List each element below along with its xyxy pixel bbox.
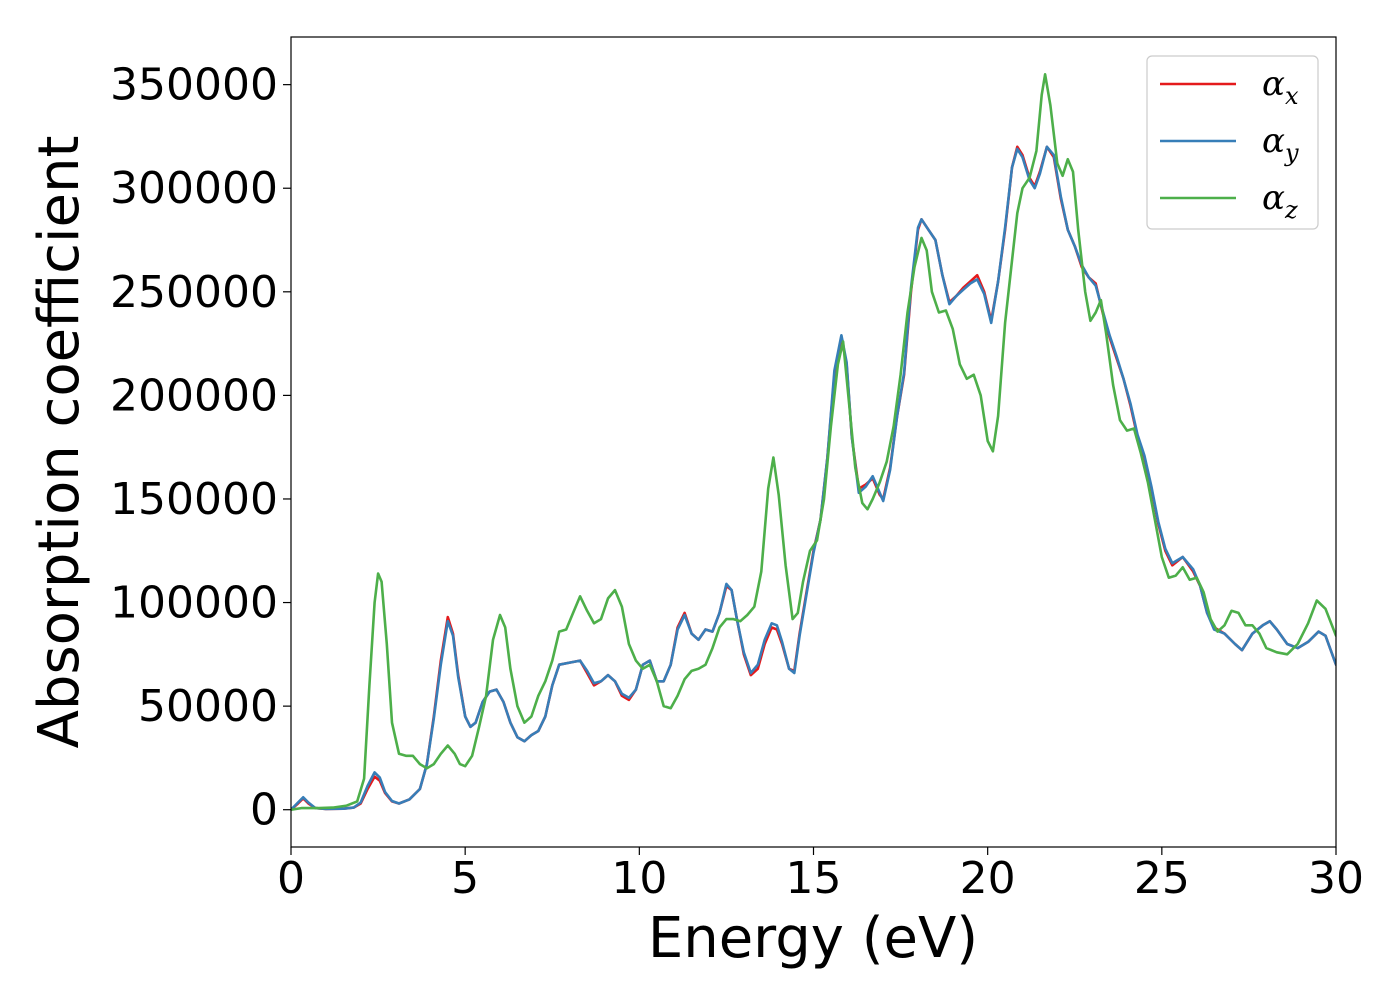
legend-label-x: αx bbox=[1262, 64, 1299, 110]
legend-label-subscript: y bbox=[1284, 139, 1299, 167]
x-axis: 0 5 10 15 20 25 30 bbox=[277, 847, 1364, 904]
legend-label-y: αy bbox=[1262, 121, 1299, 167]
x-tick-label: 25 bbox=[1134, 853, 1190, 904]
legend-label-base: α bbox=[1262, 178, 1285, 218]
legend-label-z: αz bbox=[1262, 178, 1298, 224]
legend-label-subscript: z bbox=[1284, 196, 1298, 224]
x-tick-label: 5 bbox=[451, 853, 479, 904]
x-tick-label: 20 bbox=[960, 853, 1016, 904]
y-tick-label: 200000 bbox=[110, 370, 278, 421]
y-axis-title: Absorption coefficient bbox=[27, 136, 92, 749]
legend-label-subscript: x bbox=[1285, 82, 1299, 110]
y-tick-label: 100000 bbox=[110, 578, 278, 629]
legend-label-base: α bbox=[1262, 121, 1285, 161]
y-tick-label: 0 bbox=[250, 785, 278, 836]
y-tick-label: 150000 bbox=[110, 474, 278, 525]
legend-label-base: α bbox=[1262, 64, 1285, 104]
x-tick-label: 30 bbox=[1308, 853, 1364, 904]
y-tick-label: 300000 bbox=[110, 163, 278, 214]
x-tick-label: 15 bbox=[786, 853, 842, 904]
series-line-z bbox=[291, 73, 1336, 811]
x-tick-label: 0 bbox=[277, 853, 305, 904]
legend-box bbox=[1146, 55, 1319, 230]
series-layer bbox=[291, 73, 1336, 811]
y-tick-label: 350000 bbox=[110, 60, 278, 111]
x-tick-label: 10 bbox=[611, 853, 667, 904]
y-axis: 0 50000 100000 150000 200000 250000 300000 3500… bbox=[110, 60, 291, 836]
y-tick-label: 250000 bbox=[110, 267, 278, 318]
series-line-x bbox=[291, 145, 1336, 811]
series-line-y bbox=[291, 145, 1336, 811]
y-tick-label: 50000 bbox=[138, 681, 278, 732]
x-axis-title: Energy (eV) bbox=[648, 906, 978, 971]
